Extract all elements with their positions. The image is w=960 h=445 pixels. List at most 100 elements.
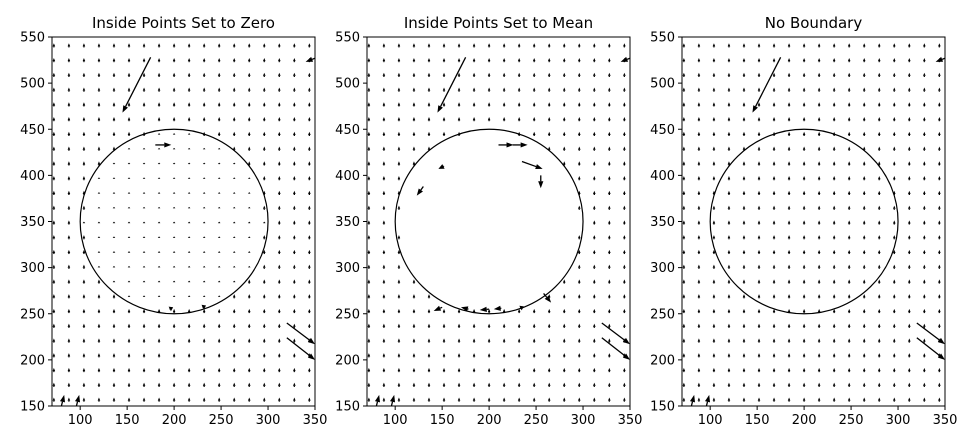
field-arrow [847, 72, 851, 77]
field-arrow [712, 205, 716, 210]
field-arrow [262, 264, 266, 269]
field-arrow [727, 397, 731, 402]
field-arrow [862, 249, 866, 255]
field-arrow [892, 117, 896, 122]
field-arrow [847, 190, 851, 196]
field-arrow [532, 353, 536, 358]
field-arrow [892, 294, 896, 299]
field-arrow [862, 338, 866, 343]
field-arrow [877, 338, 881, 343]
field-arrow [577, 235, 581, 240]
field-arrow [308, 279, 311, 284]
field-arrow [847, 43, 851, 48]
field-arrow [142, 251, 146, 253]
field-arrow [367, 235, 371, 240]
field-arrow [382, 397, 386, 402]
field-arrow [608, 235, 611, 240]
field-arrow [877, 43, 881, 48]
field-arrow [67, 72, 71, 77]
field-arrow [757, 367, 761, 373]
field-arrow [127, 177, 131, 179]
field-arrow [262, 87, 266, 92]
field-arrow [127, 117, 131, 122]
field-arrow [877, 72, 881, 77]
field-arrow [727, 205, 731, 210]
field-arrow [293, 367, 296, 373]
field-arrow [247, 353, 251, 358]
field-arrow [502, 117, 506, 122]
field-arrow [232, 177, 236, 179]
field-arrow [278, 117, 281, 122]
field-arrow [547, 338, 551, 343]
field-arrow [757, 43, 761, 48]
field-arrow [97, 323, 101, 328]
field-arrow [127, 323, 131, 328]
field-arrow [202, 192, 206, 194]
field-arrow [892, 220, 896, 225]
field-arrow [517, 87, 521, 92]
vector-arrow [201, 304, 207, 310]
field-arrow [382, 57, 386, 63]
field-arrow [532, 323, 536, 328]
field-arrow [593, 279, 596, 284]
field-arrow [232, 308, 236, 314]
field-arrow [112, 280, 116, 283]
field-arrow [262, 367, 266, 373]
field-arrow [472, 353, 476, 358]
field-arrow [877, 131, 881, 136]
field-arrow [397, 87, 401, 92]
field-arrow [293, 161, 296, 166]
field-arrow [847, 102, 851, 107]
field-arrow [682, 338, 686, 343]
field-arrow [772, 161, 776, 166]
field-arrow [608, 176, 611, 181]
field-arrow [577, 353, 581, 358]
field-arrow [908, 176, 911, 181]
y-tick-label: 500 [650, 77, 675, 92]
field-arrow [787, 323, 791, 328]
field-arrow [217, 87, 221, 92]
field-arrow [157, 353, 161, 358]
field-arrow [757, 294, 761, 299]
field-arrow [802, 353, 806, 358]
field-arrow [427, 57, 431, 63]
field-arrow [817, 87, 821, 92]
field-arrow [472, 397, 476, 402]
field-arrow [232, 162, 236, 165]
field-arrow [202, 162, 206, 165]
field-arrow [623, 294, 626, 299]
field-arrow [938, 279, 941, 284]
field-arrow [517, 367, 521, 373]
field-arrow [817, 249, 821, 255]
field-arrow [157, 236, 161, 238]
field-arrow [892, 57, 896, 63]
field-arrow [278, 146, 281, 151]
field-arrow [127, 308, 131, 314]
field-arrow [232, 131, 236, 136]
field-arrow [562, 367, 566, 373]
field-arrow [593, 323, 596, 328]
field-arrow [847, 353, 851, 358]
field-arrow [562, 294, 566, 299]
field-arrow [923, 338, 926, 343]
field-arrow [877, 249, 881, 255]
field-arrow [97, 236, 101, 238]
x-tick-label: 300 [886, 413, 911, 428]
field-arrow [832, 190, 836, 196]
field-arrow [787, 190, 791, 196]
field-arrow [593, 338, 596, 343]
field-arrow [247, 177, 251, 179]
field-arrow [157, 323, 161, 328]
field-arrow [217, 221, 221, 224]
field-arrow [232, 87, 236, 92]
field-arrow [367, 205, 371, 210]
field-arrow [547, 117, 551, 122]
field-arrow [142, 162, 146, 165]
field-arrow [187, 87, 191, 92]
field-arrow [397, 367, 401, 373]
field-arrow [772, 57, 776, 63]
field-arrow [757, 87, 761, 92]
field-arrow [142, 43, 146, 48]
field-arrow [908, 264, 911, 269]
field-arrow [187, 280, 191, 283]
